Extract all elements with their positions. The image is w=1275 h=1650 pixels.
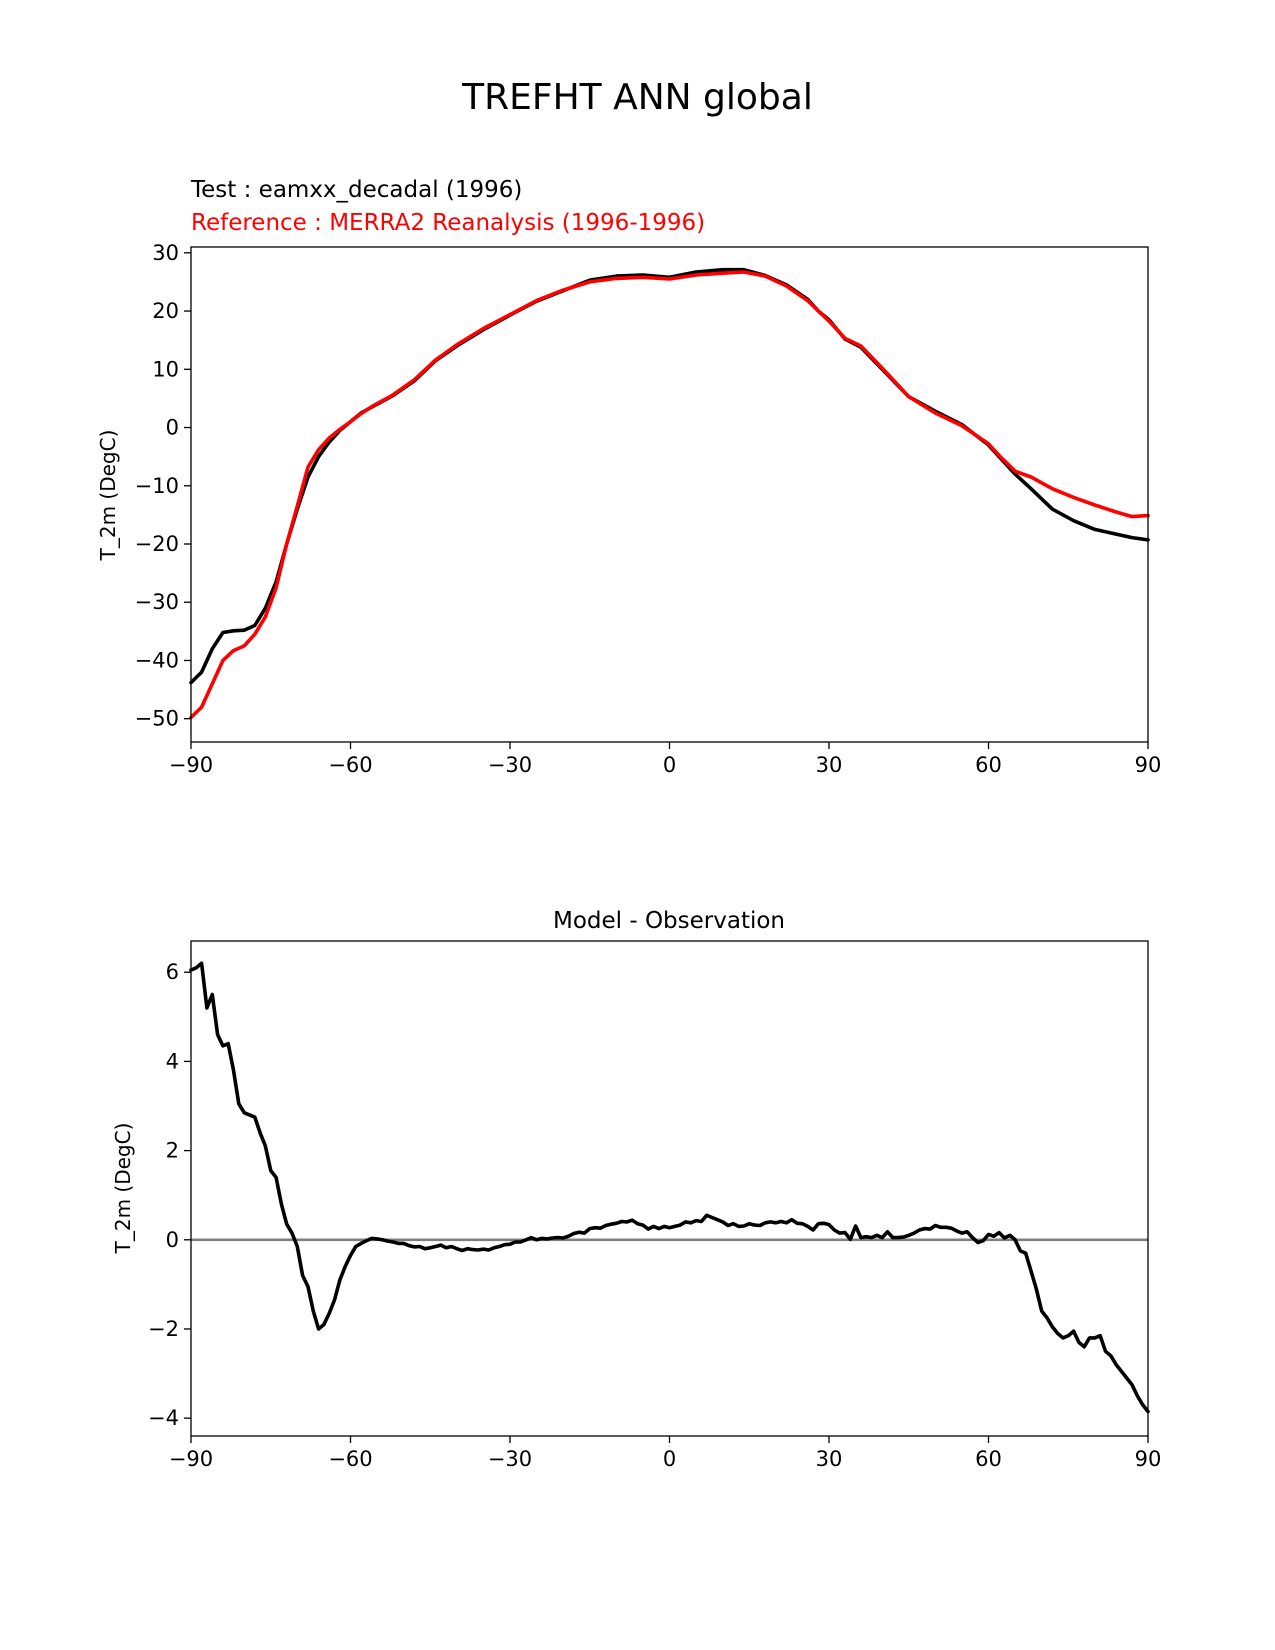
y-tick-label: −30 (135, 590, 179, 614)
y-tick-label: 0 (166, 1228, 179, 1252)
y-tick-label: 6 (166, 960, 179, 984)
x-tick-label: −90 (169, 1447, 213, 1471)
x-tick-label: −60 (328, 753, 372, 777)
reference-label: Reference : MERRA2 Reanalysis (1996-1996… (191, 210, 705, 236)
y-tick-label: −4 (148, 1406, 179, 1430)
x-tick-label: 30 (816, 1447, 843, 1471)
plot-frame (190, 940, 1149, 1437)
y-tick-label: 4 (166, 1049, 179, 1073)
series-line-reference (189, 270, 1150, 720)
x-tick-label: −30 (488, 753, 532, 777)
x-tick-label: −60 (328, 1447, 372, 1471)
top-chart: Test : eamxx_decadal (1996) Reference : … (96, 177, 1161, 777)
x-tick-label: 60 (975, 753, 1002, 777)
bottom-chart-title: Model - Observation (553, 908, 785, 934)
x-tick-label: 90 (1135, 753, 1162, 777)
y-tick-label: 20 (152, 299, 179, 323)
y-tick-label: 30 (152, 241, 179, 265)
series-line-model-observation (189, 961, 1150, 1414)
y-tick-label: −40 (135, 648, 179, 672)
test-label: Test : eamxx_decadal (1996) (190, 177, 522, 203)
y-tick-label: −20 (135, 532, 179, 556)
bottom-chart: Model - Observation T_2m (DegC) −90 −60 −3… (111, 908, 1161, 1471)
x-tick-label: 90 (1135, 1447, 1162, 1471)
y-tick-label: −50 (135, 707, 179, 731)
series-line-test (189, 267, 1150, 685)
y-tick-label: −10 (135, 474, 179, 498)
y-tick-label: 10 (152, 357, 179, 381)
bottom-y-axis-label: T_2m (DegC) (111, 1123, 135, 1255)
y-tick-label: 0 (166, 416, 179, 440)
x-tick-label: 60 (975, 1447, 1002, 1471)
x-tick-label: −90 (169, 753, 213, 777)
x-tick-label: 30 (816, 753, 843, 777)
top-y-axis-label: T_2m (DegC) (96, 430, 120, 562)
x-tick-label: 0 (663, 1447, 676, 1471)
figure-title: TREFHT ANN global (461, 77, 813, 118)
x-tick-label: −30 (488, 1447, 532, 1471)
x-tick-label: 0 (663, 753, 676, 777)
y-tick-label: 2 (166, 1139, 179, 1163)
y-tick-label: −2 (148, 1317, 179, 1341)
plot-frame (190, 246, 1149, 743)
